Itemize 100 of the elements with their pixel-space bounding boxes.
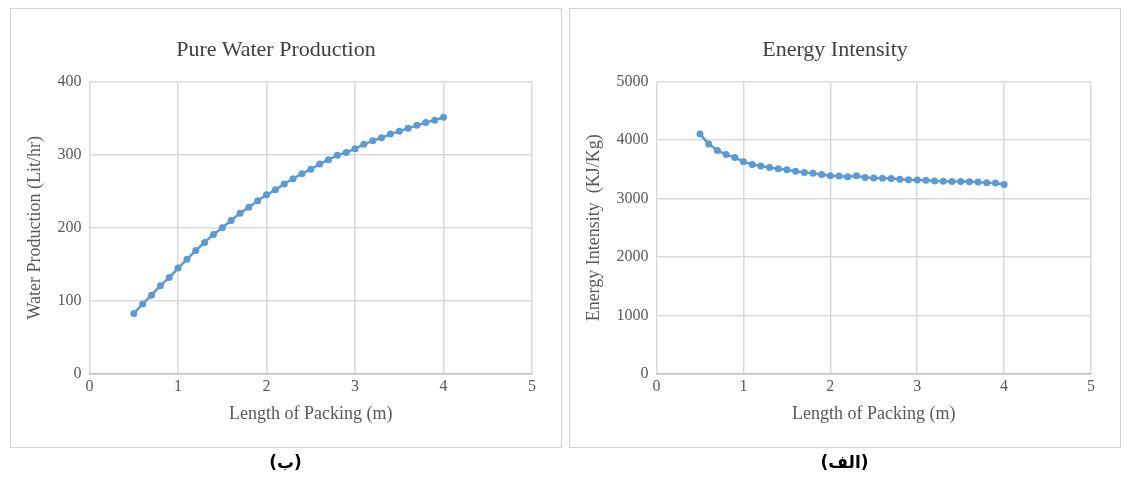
point — [430, 116, 438, 124]
x-tick-label: 3 — [912, 377, 921, 394]
point — [713, 147, 721, 154]
point — [262, 191, 270, 199]
point — [835, 172, 843, 180]
y-axis-title: Water Production (Lit/hr) — [23, 136, 45, 320]
point — [852, 172, 860, 180]
point — [965, 178, 973, 186]
point — [412, 121, 420, 129]
point — [826, 172, 834, 180]
point — [704, 140, 712, 148]
x-tick-label: 1 — [738, 377, 747, 394]
point — [209, 230, 217, 238]
x-tick-label: 4 — [999, 377, 1008, 394]
point — [227, 216, 235, 224]
point — [930, 177, 938, 185]
point — [748, 161, 756, 169]
text: (ب) — [269, 452, 302, 472]
point — [244, 203, 252, 211]
point — [722, 151, 730, 159]
point — [315, 160, 323, 168]
point — [843, 173, 851, 181]
point — [887, 175, 895, 183]
point — [359, 140, 367, 148]
point — [791, 167, 799, 175]
y-tick-label: 300 — [57, 144, 82, 162]
point — [782, 166, 790, 174]
x-tick-label: 2 — [262, 377, 271, 394]
y-tick-label: 400 — [57, 71, 82, 89]
point — [165, 274, 173, 282]
point — [156, 282, 164, 290]
y-axis-title: Energy Intensity (KJ/Kg) — [582, 134, 604, 322]
point — [939, 177, 947, 185]
point — [174, 264, 182, 272]
point — [1000, 180, 1008, 188]
point — [765, 163, 773, 171]
point — [869, 174, 877, 182]
point — [756, 162, 764, 170]
x-tick-label: 2 — [825, 377, 834, 394]
point — [306, 165, 314, 173]
y-tick-label: 0 — [73, 364, 82, 382]
point — [439, 113, 447, 121]
x-tick-label: 1 — [173, 377, 182, 394]
point — [138, 300, 146, 308]
point — [878, 174, 886, 182]
point — [368, 137, 376, 145]
point — [342, 148, 350, 156]
point — [129, 309, 137, 317]
x-tick-label: 4 — [439, 377, 448, 394]
point — [147, 291, 155, 299]
point — [800, 168, 808, 176]
y-tick-label: 1000 — [616, 305, 649, 323]
point — [696, 130, 704, 138]
point — [991, 179, 999, 187]
point — [808, 169, 816, 177]
point — [947, 178, 955, 186]
x-axis-title: Length of Packing (m) — [228, 402, 393, 424]
y-tick-label: 5000 — [616, 71, 649, 89]
point — [404, 124, 412, 132]
point — [974, 178, 982, 186]
point — [386, 130, 394, 138]
point — [200, 238, 208, 246]
point — [895, 175, 903, 183]
point — [271, 186, 279, 194]
y-tick-label: 2000 — [616, 247, 649, 265]
y-tick-label: 0 — [640, 364, 649, 382]
point — [817, 171, 825, 179]
x-tick-label: 0 — [85, 377, 94, 394]
point — [289, 175, 297, 183]
point — [333, 151, 341, 159]
point — [236, 209, 244, 217]
x-tick-label: 5 — [527, 377, 536, 394]
point — [913, 176, 921, 184]
point — [351, 145, 359, 153]
point — [774, 165, 782, 173]
point — [982, 179, 990, 187]
point — [377, 134, 385, 142]
point — [921, 176, 929, 184]
point — [730, 154, 738, 162]
point — [297, 170, 305, 178]
point — [739, 158, 747, 166]
point — [421, 118, 429, 126]
y-tick-label: 4000 — [616, 130, 649, 148]
point — [861, 173, 869, 181]
x-axis-title: Length of Packing (m) — [791, 402, 956, 424]
y-tick-label: 3000 — [616, 188, 649, 206]
point — [218, 224, 226, 232]
y-tick-label: 200 — [57, 218, 82, 235]
x-tick-label: 0 — [652, 377, 661, 394]
y-tick-label: 100 — [57, 291, 82, 309]
point — [395, 127, 403, 135]
text: (الف) — [820, 452, 869, 472]
x-tick-label: 5 — [1086, 377, 1095, 394]
point — [324, 156, 332, 164]
point — [956, 178, 964, 186]
x-tick-label: 3 — [350, 377, 359, 394]
point — [182, 255, 190, 263]
chart-title: Pure Water Production — [175, 35, 376, 61]
point — [280, 180, 288, 188]
chart-title: Energy Intensity — [761, 35, 908, 61]
